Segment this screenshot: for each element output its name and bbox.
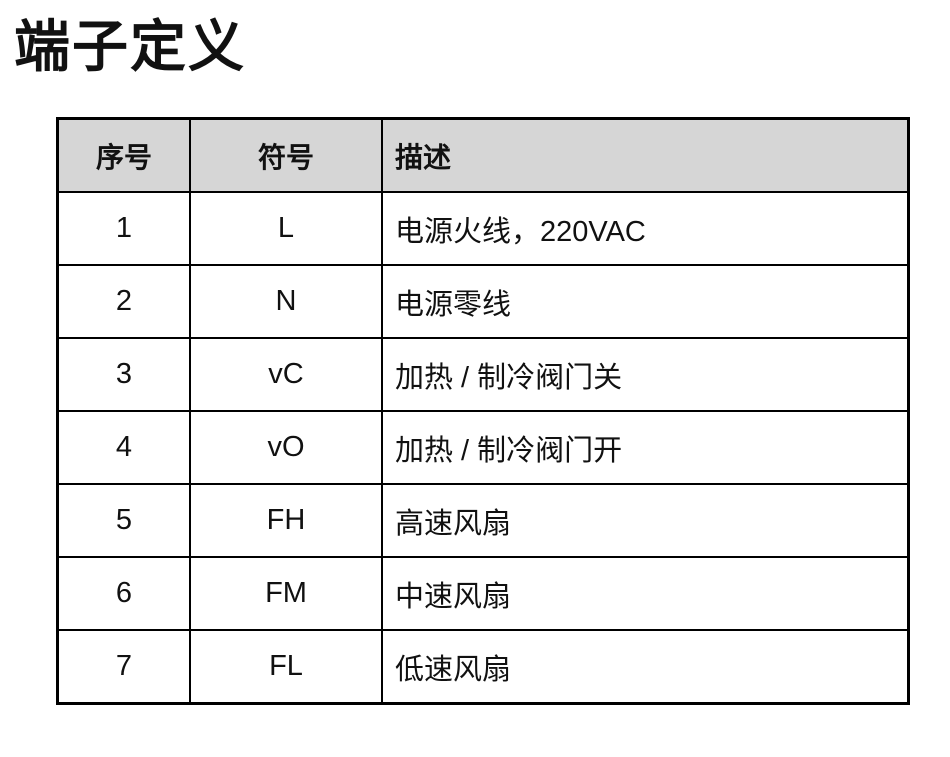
cell-symbol: N: [189, 264, 383, 339]
header-number: 序号: [56, 117, 191, 193]
cell-symbol: FH: [189, 483, 383, 558]
cell-number: 5: [56, 483, 191, 558]
header-description: 描述: [381, 117, 910, 193]
cell-description: 中速风扇: [381, 556, 910, 631]
cell-description: 高速风扇: [381, 483, 910, 558]
terminal-definition-table: 序号 符号 描述 1 L 电源火线，220VAC 2 N 电源零线 3 vC 加热 / 制冷阀门…: [56, 117, 910, 705]
cell-number: 7: [56, 629, 191, 705]
table-row: 4 vO 加热 / 制冷阀门开: [56, 410, 910, 485]
table-row: 3 vC 加热 / 制冷阀门关: [56, 337, 910, 412]
cell-description: 加热 / 制冷阀门开: [381, 410, 910, 485]
cell-number: 6: [56, 556, 191, 631]
cell-symbol: FL: [189, 629, 383, 705]
cell-description: 加热 / 制冷阀门关: [381, 337, 910, 412]
header-symbol: 符号: [189, 117, 383, 193]
cell-description: 电源火线，220VAC: [381, 191, 910, 266]
cell-symbol: FM: [189, 556, 383, 631]
table-header-row: 序号 符号 描述: [56, 117, 910, 193]
cell-symbol: L: [189, 191, 383, 266]
cell-number: 4: [56, 410, 191, 485]
cell-number: 2: [56, 264, 191, 339]
cell-number: 1: [56, 191, 191, 266]
table-row: 1 L 电源火线，220VAC: [56, 191, 910, 266]
table-row: 6 FM 中速风扇: [56, 556, 910, 631]
table-row: 2 N 电源零线: [56, 264, 910, 339]
table-row: 5 FH 高速风扇: [56, 483, 910, 558]
table-row: 7 FL 低速风扇: [56, 629, 910, 705]
cell-description: 低速风扇: [381, 629, 910, 705]
cell-symbol: vC: [189, 337, 383, 412]
page-title: 端子定义: [14, 15, 246, 78]
cell-symbol: vO: [189, 410, 383, 485]
cell-number: 3: [56, 337, 191, 412]
cell-description: 电源零线: [381, 264, 910, 339]
